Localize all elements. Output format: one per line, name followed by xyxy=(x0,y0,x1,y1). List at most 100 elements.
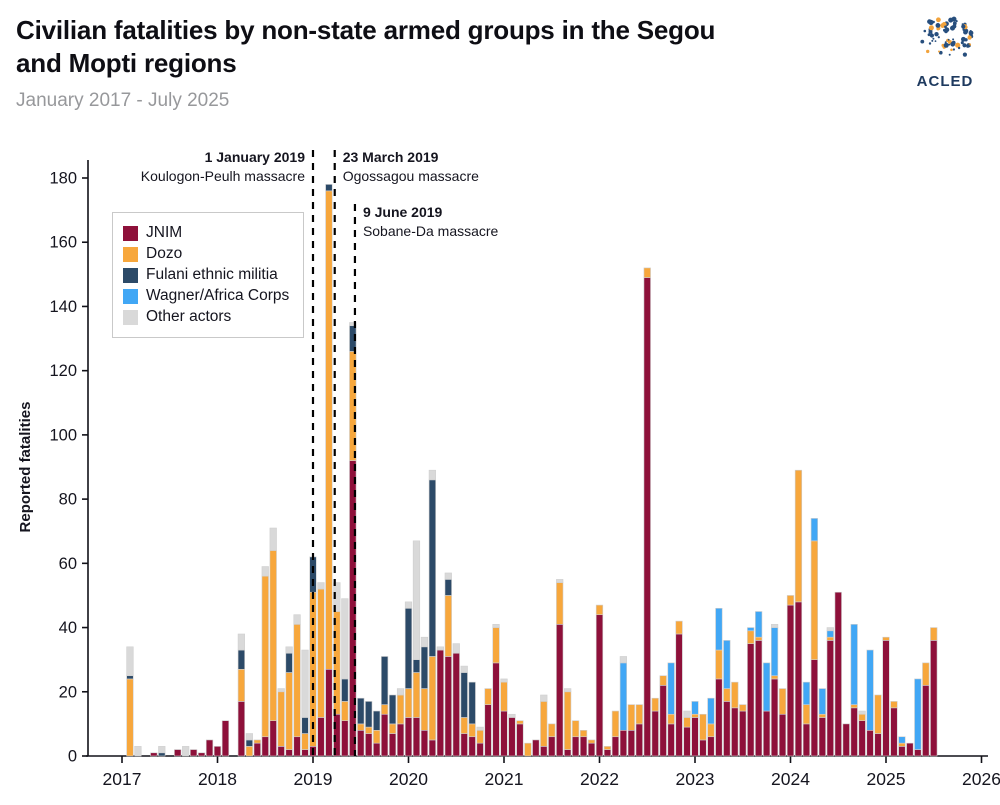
bar-segment-fulani-ethnic-militia xyxy=(301,717,309,734)
bar-segment-wagner-africa-corps xyxy=(818,688,826,715)
bar-segment-other-actors xyxy=(301,649,309,718)
bar-segment-dozo xyxy=(794,469,803,603)
bar-segment-jnim xyxy=(627,730,635,757)
y-axis-tick-label: 60 xyxy=(59,555,77,573)
chart-title-line2: and Mopti regions xyxy=(16,48,237,79)
bar-segment-jnim xyxy=(381,713,389,757)
bar-segment-jnim xyxy=(699,739,707,757)
bar-segment-dozo xyxy=(739,704,747,712)
bar-segment-dozo xyxy=(572,720,580,738)
bar-segment-fulani-ethnic-militia xyxy=(404,607,413,689)
acled-logo-globe-icon xyxy=(920,16,974,57)
bar-segment-other-actors xyxy=(540,694,548,702)
bar-segment-jnim xyxy=(802,723,811,757)
bar-segment-dozo xyxy=(420,688,429,731)
bar-segment-other-actors xyxy=(476,726,484,731)
bar-segment-jnim xyxy=(197,752,206,757)
bar-segment-jnim xyxy=(221,720,230,757)
bar-segment-fulani-ethnic-militia xyxy=(428,479,436,657)
bar-segment-jnim xyxy=(882,640,890,757)
bar-segment-wagner-africa-corps xyxy=(898,736,906,744)
x-axis-tick-label: 2017 xyxy=(103,769,142,789)
bar-segment-dozo xyxy=(699,713,707,741)
bar-segment-dozo xyxy=(723,688,731,702)
bar-segment-other-actors xyxy=(317,582,325,590)
bar-segment-dozo xyxy=(357,723,365,731)
bar-segment-dozo xyxy=(468,723,476,738)
bar-segment-wagner-africa-corps xyxy=(770,627,779,677)
bar-segment-other-actors xyxy=(293,614,301,625)
bar-segment-jnim xyxy=(842,723,850,757)
bar-segment-dozo xyxy=(715,649,723,680)
bar-segment-jnim xyxy=(325,668,333,757)
bar-segment-jnim xyxy=(595,614,604,757)
bar-segment-wagner-africa-corps xyxy=(667,662,675,715)
legend-label: Fulani ethnic militia xyxy=(146,266,278,283)
legend-label: Wagner/Africa Corps xyxy=(146,287,290,304)
bar-segment-other-actors xyxy=(508,713,516,718)
bar-segment-fulani-ethnic-militia xyxy=(460,672,468,718)
bar-segment-dozo xyxy=(444,595,452,657)
bar-segment-dozo xyxy=(643,267,651,278)
bar-segment-fulani-ethnic-militia xyxy=(126,675,134,680)
bar-segment-dozo xyxy=(627,704,635,731)
bar-segment-fulani-ethnic-militia xyxy=(325,184,333,192)
bar-segment-jnim xyxy=(874,733,882,757)
y-axis-title: Reported fatalities xyxy=(17,402,34,533)
y-axis-tick-label: 100 xyxy=(49,426,77,444)
bar-segment-fulani-ethnic-militia xyxy=(373,710,381,731)
bar-segment-jnim xyxy=(675,633,683,757)
bar-segment-jnim xyxy=(404,717,413,757)
legend-label: JNIM xyxy=(146,224,183,241)
bar-segment-dozo xyxy=(301,733,309,750)
bar-segment-dozo xyxy=(492,627,500,664)
bar-segment-other-actors xyxy=(556,579,564,583)
bar-segment-dozo xyxy=(651,697,659,712)
chart-title-line1: Civilian fatalities by non-state armed g… xyxy=(16,15,716,45)
bar-segment-jnim xyxy=(930,640,938,757)
bar-segment-dozo xyxy=(126,678,134,757)
legend-item-dozo: Dozo xyxy=(123,245,289,263)
bar-segment-dozo xyxy=(755,636,763,641)
bar-segment-jnim xyxy=(667,723,675,757)
bar-segment-other-actors xyxy=(770,624,779,628)
bar-segment-dozo xyxy=(778,688,787,715)
bar-segment-other-actors xyxy=(349,322,357,327)
bar-segment-jnim xyxy=(723,701,731,757)
bar-segment-wagner-africa-corps xyxy=(914,678,922,750)
chart-subtitle: January 2017 - July 2025 xyxy=(16,90,230,111)
bar-segment-dozo xyxy=(786,595,795,606)
bar-segment-dozo xyxy=(317,588,325,718)
bar-segment-fulani-ethnic-militia xyxy=(388,694,397,725)
bar-segment-dozo xyxy=(237,668,245,702)
bar-segment-fulani-ethnic-militia xyxy=(237,649,245,670)
bar-segment-dozo xyxy=(365,726,373,734)
bar-segment-fulani-ethnic-militia xyxy=(468,681,476,725)
bar-segment-dozo xyxy=(611,710,620,738)
acled-logo-text: ACLED xyxy=(916,73,974,90)
bar-segment-dozo xyxy=(412,672,421,718)
bar-segment-wagner-africa-corps xyxy=(707,697,715,725)
bar-segment-other-actors xyxy=(492,624,500,628)
bar-segment-jnim xyxy=(643,277,651,757)
bar-segment-dozo xyxy=(595,604,604,616)
x-axis-tick-label: 2022 xyxy=(580,769,619,789)
bar-segment-dozo xyxy=(707,723,715,738)
bar-segment-jnim xyxy=(365,733,373,757)
bar-segment-other-actors xyxy=(285,646,293,654)
bar-segment-dozo xyxy=(516,720,524,725)
bar-segment-jnim xyxy=(572,736,580,757)
y-axis-tick-label: 120 xyxy=(49,362,77,380)
bar-segment-jnim xyxy=(556,624,564,757)
bar-segment-wagner-africa-corps xyxy=(850,624,858,705)
bar-segment-jnim xyxy=(548,736,556,757)
bar-segment-jnim xyxy=(388,733,397,757)
bar-segment-fulani-ethnic-militia xyxy=(245,739,253,747)
bar-segment-dozo xyxy=(675,620,683,635)
bar-segment-dozo xyxy=(770,675,779,680)
legend-swatch-icon xyxy=(123,225,138,241)
bar-segment-jnim xyxy=(850,707,858,757)
bar-segment-dozo xyxy=(818,713,826,718)
bar-segment-jnim xyxy=(452,652,460,757)
bar-segment-dozo xyxy=(540,701,548,747)
